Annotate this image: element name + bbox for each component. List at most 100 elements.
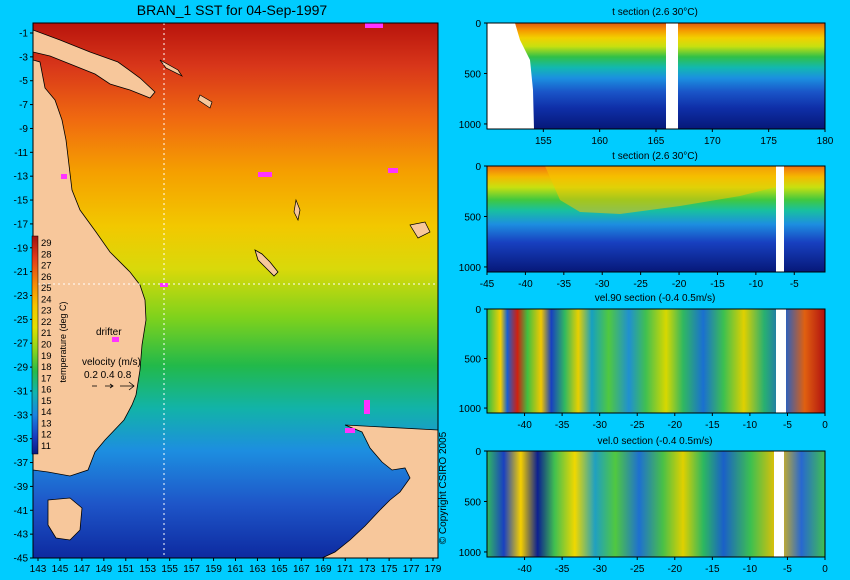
- new-zealand-landmass: [321, 424, 438, 558]
- panel-y-tick-label: 1000: [459, 120, 482, 131]
- panel-x-tick-label: -35: [557, 279, 572, 290]
- map-y-tick-label: -39: [14, 482, 29, 493]
- map-x-tick-label: 163: [249, 564, 266, 575]
- panel-3-field: [487, 309, 825, 413]
- panel-x-tick-label: 165: [648, 136, 665, 147]
- panel-x-tick-label: 175: [760, 136, 777, 147]
- map-x-tick-label: 157: [183, 564, 200, 575]
- copyright-notice: © Copyright CSIRO 2005: [438, 431, 449, 544]
- new-caledonia-landmass: [254, 249, 279, 277]
- panel-1-title: t section (2.6 30°C): [612, 7, 698, 18]
- colorbar-tick-label: 14: [41, 407, 52, 418]
- map-y-tick-label: -33: [14, 410, 29, 421]
- panel-1-axes: 155 160 165 170 175 180 0 500 1000: [459, 19, 834, 147]
- map-y-tick-label: -9: [19, 124, 28, 135]
- map-x-tick-label: 159: [205, 564, 222, 575]
- map-x-axis: 143 145 147 149 151 153 155 157 159 161 163 165 167 1…: [30, 558, 442, 575]
- island-chain: [159, 59, 431, 239]
- panel-y-tick-label: 500: [464, 212, 481, 223]
- map-x-tick-label: 177: [403, 564, 420, 575]
- colorbar-tick-label: 29: [41, 238, 52, 249]
- map-y-tick-label: -13: [14, 172, 29, 183]
- vel90-section-panel: -40 -35 -30 -25 -20 -15 -10 -5 0 0 500 1000 vel.90 …: [459, 293, 828, 431]
- drifter-marker: [345, 428, 355, 433]
- panel-y-tick-label: 1000: [459, 404, 482, 415]
- panel-4-frame: [486, 450, 826, 558]
- map-x-tick-label: 145: [52, 564, 69, 575]
- colorbar-tick-label: 27: [41, 261, 52, 272]
- map-y-tick-label: -5: [19, 76, 28, 87]
- panel-x-tick-label: -30: [592, 564, 607, 575]
- panel-x-tick-label: -25: [633, 279, 648, 290]
- drifter-marker: [388, 168, 398, 173]
- map-x-tick-label: 147: [74, 564, 91, 575]
- panel-x-tick-label: -40: [517, 420, 532, 431]
- panel-2-dome: [545, 166, 780, 214]
- colorbar-tick-label: 25: [41, 283, 52, 294]
- colorbar-tick-label: 13: [41, 418, 52, 429]
- t-section-panel-1: t section (2.6 30°C) 155 160 165 170 175 180 0…: [459, 7, 834, 147]
- panel-2-gap: [776, 166, 784, 272]
- map-y-tick-label: -17: [14, 219, 29, 230]
- panel-x-tick-label: -40: [518, 279, 533, 290]
- colorbar-tick-label: 28: [41, 249, 52, 260]
- panel-x-tick-label: -20: [668, 420, 683, 431]
- map-y-tick-label: -15: [14, 196, 29, 207]
- panel-y-tick-label: 1000: [459, 548, 482, 559]
- colorbar-tick-label: 26: [41, 272, 52, 283]
- panel-x-tick-label: -45: [480, 279, 495, 290]
- colorbar-tick-label: 17: [41, 373, 52, 384]
- vel0-section-panel: vel.0 section (-0.4 0.5m/s) -40 -35 -30 -25…: [459, 436, 828, 575]
- map-x-tick-label: 151: [117, 564, 134, 575]
- colorbar: [31, 235, 39, 455]
- panel-y-tick-label: 500: [464, 355, 481, 366]
- panel-x-tick-label: -10: [749, 279, 764, 290]
- panel-1-land: [487, 23, 534, 129]
- panel-1-gap: [666, 23, 678, 129]
- panel-x-tick-label: 0: [822, 564, 828, 575]
- map-x-tick-label: 161: [227, 564, 244, 575]
- map-x-tick-label: 155: [161, 564, 178, 575]
- tasmania-landmass: [47, 497, 83, 541]
- velocity-legend-label: velocity (m/s): [82, 357, 141, 368]
- panel-x-tick-label: -20: [668, 564, 683, 575]
- colorbar-tick-label: 22: [41, 317, 52, 328]
- colorbar-tick-label: 19: [41, 351, 52, 362]
- panel-x-tick-label: -30: [592, 420, 607, 431]
- panel-3-title: vel.90 section (-0.4 0.5m/s): [595, 293, 716, 304]
- map-y-tick-label: -21: [14, 267, 29, 278]
- panel-2-title: t section (2.6 30°C): [612, 151, 698, 162]
- panel-x-tick-label: -15: [705, 420, 720, 431]
- map-x-tick-label: 179: [425, 564, 442, 575]
- drifter-marker: [258, 172, 272, 177]
- panel-x-tick-label: 0: [822, 420, 828, 431]
- map-y-tick-label: -19: [14, 243, 29, 254]
- panel-3-frame: [486, 308, 826, 414]
- map-y-tick-label: -45: [14, 554, 29, 565]
- colorbar-tick-label: 16: [41, 385, 52, 396]
- panel-y-tick-label: 0: [475, 19, 481, 30]
- map-y-tick-label: -41: [14, 506, 29, 517]
- panel-y-tick-label: 500: [464, 497, 481, 508]
- colorbar-label: temperature (deg C): [58, 301, 68, 382]
- panel-x-tick-label: 180: [817, 136, 834, 147]
- map-y-tick-label: -23: [14, 291, 29, 302]
- panel-x-tick-label: -25: [630, 564, 645, 575]
- map-x-tick-label: 173: [359, 564, 376, 575]
- map-x-tick-label: 143: [30, 564, 47, 575]
- panel-x-tick-label: 155: [535, 136, 552, 147]
- map-y-tick-label: -29: [14, 363, 29, 374]
- panel-x-tick-label: -10: [743, 564, 758, 575]
- colorbar-tick-label: 15: [41, 396, 52, 407]
- drifter-legend-label: drifter: [96, 327, 122, 338]
- map-x-tick-label: 171: [337, 564, 354, 575]
- colorbar-tick-label: 23: [41, 306, 52, 317]
- panel-x-tick-label: -35: [555, 420, 570, 431]
- map-y-tick-label: -37: [14, 458, 29, 469]
- map-x-tick-label: 175: [381, 564, 398, 575]
- panel-1-field: [487, 23, 825, 129]
- panel-x-tick-label: -15: [705, 564, 720, 575]
- panel-4-field: [487, 451, 825, 557]
